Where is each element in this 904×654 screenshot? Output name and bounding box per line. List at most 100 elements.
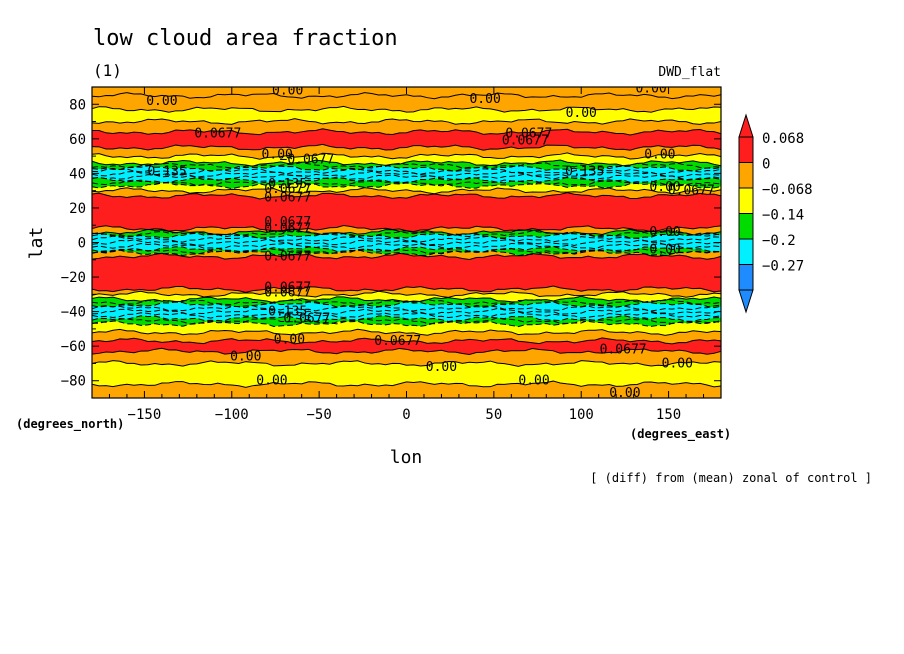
y-tick-label: −40 xyxy=(61,305,86,321)
contour-line xyxy=(92,228,721,236)
contour-band xyxy=(92,118,721,135)
contour-label: 0.00 xyxy=(274,332,305,347)
contour-band xyxy=(92,232,721,253)
contour-band xyxy=(92,291,721,303)
colorbar-label: −0.068 xyxy=(762,182,813,198)
contour-label: 0.0677 xyxy=(194,127,241,142)
contour-line xyxy=(92,245,721,254)
contour-label: 0.0677 xyxy=(264,215,311,230)
y-tick-label: 40 xyxy=(69,166,86,182)
y-tick-label: 20 xyxy=(69,201,86,217)
contour-label: 0.00 xyxy=(469,92,500,107)
contour-label: 0.00 xyxy=(518,374,549,389)
contour-label: 0.0677 xyxy=(264,222,311,237)
contour-band xyxy=(92,159,721,172)
contour-line xyxy=(92,290,721,298)
contour-label: −0.0677 xyxy=(280,153,335,168)
contour-line xyxy=(92,92,721,100)
contour-label: 0.135 xyxy=(268,305,307,320)
contour-band xyxy=(92,144,721,160)
contour-label: 0.00 xyxy=(609,386,640,401)
contour-line xyxy=(92,285,721,293)
y-tick-label: −20 xyxy=(61,270,86,286)
colorbar-segment xyxy=(738,187,754,214)
x-tick-label: 0 xyxy=(402,407,410,423)
contour-line xyxy=(92,320,721,328)
contour-line xyxy=(92,152,721,160)
contour-label: 0.0677 xyxy=(264,191,311,206)
contour-band xyxy=(92,152,721,167)
contour-label: 0.00 xyxy=(644,147,675,162)
contour-band xyxy=(92,177,721,189)
contour-band xyxy=(92,301,721,322)
contour-line xyxy=(92,311,721,319)
contour-band xyxy=(92,225,721,236)
contour-band xyxy=(92,192,721,232)
contour-line xyxy=(92,187,721,195)
contour-label: 0.0677 xyxy=(668,184,715,199)
x-axis-label: lon xyxy=(390,447,423,468)
contour-label: 0.135 xyxy=(148,165,187,180)
contour-line xyxy=(92,167,721,175)
y-tick-label: 0 xyxy=(78,236,86,252)
contour-label: 0.0677 xyxy=(283,312,330,327)
contour-band xyxy=(92,249,721,260)
contour-label: 0.0677 xyxy=(505,127,552,142)
x-tick-label: −50 xyxy=(306,407,331,423)
contour-line xyxy=(92,181,721,190)
contour-label: 0.0677 xyxy=(264,280,311,295)
contour-line xyxy=(92,360,721,367)
contour-line xyxy=(92,161,721,170)
colorbar-segment xyxy=(738,136,754,163)
contour-label: 0.135 xyxy=(268,177,307,192)
colorbar-segment xyxy=(738,162,754,189)
colorbar-segment xyxy=(738,264,754,291)
y-axis-label: lat xyxy=(26,227,47,260)
contour-label: 0.00 xyxy=(146,94,177,109)
colorbar-segment xyxy=(738,238,754,265)
chart-subtitle: (1) xyxy=(93,61,122,80)
x-tick-label: −150 xyxy=(128,407,162,423)
contour-band xyxy=(92,360,721,388)
dataset-label: DWD_flat xyxy=(658,65,721,80)
contour-line xyxy=(92,230,721,238)
contour-label: 0.0677 xyxy=(264,249,311,264)
contour-band xyxy=(92,106,721,125)
x-tick-label: 50 xyxy=(485,407,502,423)
y-axis-units: (degrees_north) xyxy=(16,417,124,432)
contour-label: 0.00 xyxy=(662,356,693,371)
contour-band xyxy=(92,381,721,398)
contour-label: 0.00 xyxy=(566,106,597,121)
contour-line xyxy=(92,170,721,178)
contour-line xyxy=(92,173,721,182)
x-tick-label: 150 xyxy=(656,407,681,423)
contour-labels: 0.000.00 0.000.000.000.0677 0.06770.06770.… xyxy=(146,82,715,401)
colorbar-segment xyxy=(738,213,754,240)
contour-label: 0.00 xyxy=(635,82,666,97)
contour-band xyxy=(92,337,721,355)
colorbar-extend-top xyxy=(738,113,754,138)
contour-lines xyxy=(92,92,721,388)
contour-line xyxy=(92,380,721,388)
contour-band xyxy=(92,253,721,293)
contour-line xyxy=(92,252,721,260)
contour-line xyxy=(92,231,721,240)
contour-label: 0.00 xyxy=(426,360,457,375)
contour-line xyxy=(92,328,721,336)
contour-line xyxy=(92,179,721,187)
contour-line xyxy=(92,347,721,355)
contour-band xyxy=(92,92,721,113)
y-tick-label: 60 xyxy=(69,132,86,148)
contour-line xyxy=(92,337,721,345)
colorbar-label: −0.14 xyxy=(762,208,804,224)
y-tick-label: −80 xyxy=(61,374,86,390)
contour-line xyxy=(92,192,721,200)
contour-line xyxy=(92,164,721,172)
contour-label: 0.00 xyxy=(649,242,680,257)
colorbar-label: −0.2 xyxy=(762,233,796,249)
contour-line xyxy=(92,247,721,255)
contour-line xyxy=(92,304,721,312)
contour-line xyxy=(92,242,721,250)
contour-line xyxy=(92,238,721,246)
